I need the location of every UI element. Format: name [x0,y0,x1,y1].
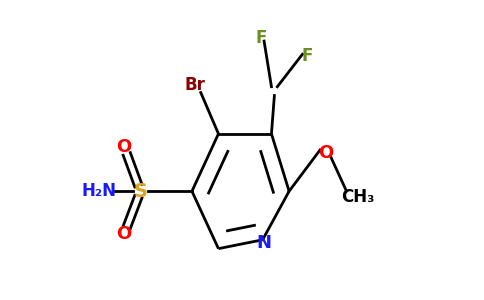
Text: CH₃: CH₃ [342,188,375,206]
Text: F: F [256,29,267,47]
Text: F: F [301,47,313,65]
Text: O: O [318,144,333,162]
Text: S: S [134,182,148,201]
Text: O: O [117,138,132,156]
Text: N: N [257,234,272,252]
Text: O: O [117,225,132,243]
Text: Br: Br [184,76,205,94]
Text: H₂N: H₂N [82,182,117,200]
